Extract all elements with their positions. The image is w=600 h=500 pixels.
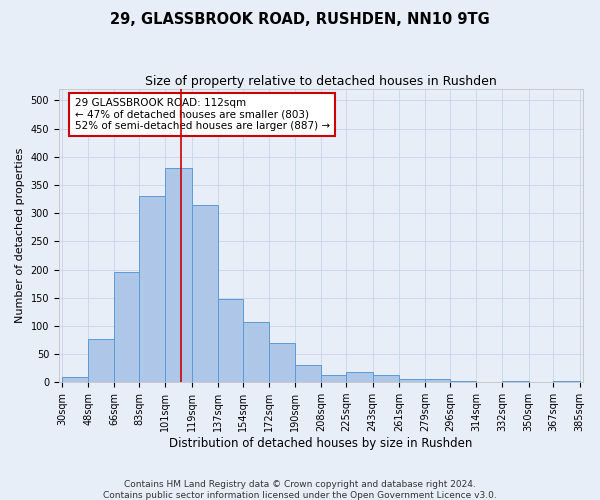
Bar: [322, 375, 346, 382]
Bar: [450, 380, 476, 382]
Text: 29 GLASSBROOK ROAD: 112sqm
← 47% of detached houses are smaller (803)
52% of sem: 29 GLASSBROOK ROAD: 112sqm ← 47% of deta…: [74, 98, 330, 131]
Bar: [88, 339, 115, 382]
Bar: [346, 372, 373, 382]
Bar: [295, 366, 322, 382]
Title: Size of property relative to detached houses in Rushden: Size of property relative to detached ho…: [145, 75, 497, 88]
Bar: [373, 376, 399, 382]
Y-axis label: Number of detached properties: Number of detached properties: [15, 148, 25, 324]
Text: Contains HM Land Registry data © Crown copyright and database right 2024.
Contai: Contains HM Land Registry data © Crown c…: [103, 480, 497, 500]
Bar: [269, 343, 295, 382]
Bar: [62, 377, 88, 382]
Bar: [425, 380, 450, 382]
Bar: [115, 272, 139, 382]
Bar: [399, 380, 425, 382]
Bar: [166, 168, 191, 382]
X-axis label: Distribution of detached houses by size in Rushden: Distribution of detached houses by size …: [169, 437, 472, 450]
Bar: [243, 322, 269, 382]
Bar: [191, 204, 218, 382]
Bar: [139, 196, 166, 382]
Bar: [553, 380, 580, 382]
Bar: [218, 299, 243, 382]
Text: 29, GLASSBROOK ROAD, RUSHDEN, NN10 9TG: 29, GLASSBROOK ROAD, RUSHDEN, NN10 9TG: [110, 12, 490, 28]
Bar: [502, 381, 529, 382]
